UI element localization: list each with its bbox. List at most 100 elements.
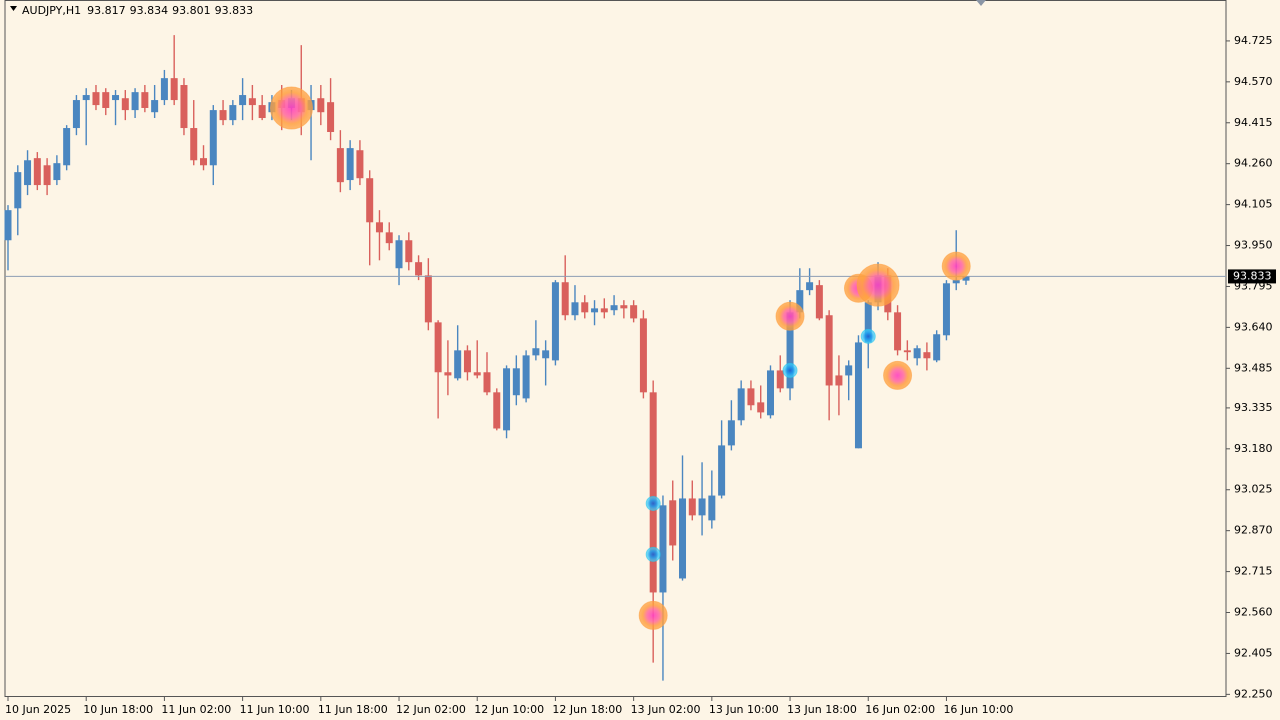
candle-body (112, 95, 120, 101)
y-tick-label: 93.335 (1234, 401, 1273, 414)
candle-body (532, 348, 540, 356)
candle-body (854, 342, 862, 449)
candle-body (503, 368, 511, 431)
signal-marker (941, 251, 971, 281)
candle-body (92, 92, 100, 106)
low-price: 93.801 (172, 4, 211, 17)
candle-body (551, 282, 559, 361)
signal-marker (775, 301, 805, 331)
menu-triangle[interactable] (10, 6, 17, 11)
candle-body (747, 388, 755, 406)
candle-body (610, 305, 618, 311)
signal-marker (883, 360, 913, 390)
candle-body (4, 210, 12, 241)
y-tick-label: 92.870 (1234, 524, 1273, 537)
y-tick-label: 92.250 (1234, 687, 1273, 700)
candle-body (776, 370, 784, 389)
signal-marker (638, 600, 668, 630)
x-tick-label: 13 Jun 10:00 (709, 703, 779, 716)
y-tick-label: 93.485 (1234, 361, 1273, 374)
signal-marker (856, 263, 900, 307)
candle-body (581, 302, 589, 313)
signal-marker (860, 328, 876, 344)
candle-body (43, 165, 51, 186)
candle-body (708, 495, 716, 521)
candle-body (649, 392, 657, 593)
candle-body (258, 105, 266, 119)
candle-body (219, 110, 227, 121)
candle-body (952, 280, 960, 284)
candle-body (864, 302, 872, 343)
x-tick-label: 16 Jun 02:00 (865, 703, 935, 716)
current-price-box (1228, 269, 1276, 284)
candle-body (757, 402, 765, 413)
candle-body (366, 178, 374, 223)
x-tick-label: 10 Jun 18:00 (83, 703, 153, 716)
candle-body (620, 305, 628, 309)
candle-body (688, 498, 696, 516)
candle-body (600, 308, 608, 313)
candle-body (913, 348, 921, 359)
x-tick-label: 10 Jun 2025 (5, 703, 71, 716)
candle-body (806, 282, 814, 291)
y-tick-label: 93.950 (1234, 239, 1273, 252)
candle-body (825, 315, 833, 386)
y-tick-label: 92.405 (1234, 646, 1273, 659)
candle-body (718, 445, 726, 496)
x-tick-label: 12 Jun 18:00 (552, 703, 622, 716)
y-tick-label: 92.715 (1234, 565, 1273, 578)
open-price: 93.817 (87, 4, 126, 17)
candle-body (962, 276, 970, 281)
candle-body (630, 305, 638, 319)
candle-body (141, 92, 149, 108)
candle-body (796, 290, 804, 313)
candle-body (444, 372, 452, 376)
candle-body (454, 350, 462, 379)
candle-body (14, 172, 22, 209)
candle-body (512, 368, 520, 396)
close-price: 93.833 (215, 4, 254, 17)
candle-body (239, 95, 247, 106)
candle-body (845, 365, 853, 376)
candle-body (170, 78, 178, 101)
candle-body (405, 240, 413, 263)
candle-body (903, 350, 911, 353)
candle-body (53, 163, 61, 181)
candle-body (24, 160, 32, 186)
candle-body (571, 302, 579, 316)
candle-body (209, 110, 217, 166)
signal-marker (645, 546, 661, 562)
candle-body (33, 158, 41, 186)
signal-marker (782, 362, 798, 378)
y-tick-label: 94.725 (1234, 34, 1273, 47)
candle-body (82, 95, 90, 101)
y-tick-label: 93.180 (1234, 442, 1273, 455)
x-tick-label: 12 Jun 10:00 (474, 703, 544, 716)
x-tick-label: 13 Jun 02:00 (631, 703, 701, 716)
y-tick-label: 94.570 (1234, 75, 1273, 88)
candle-body (493, 392, 501, 429)
candle-body (180, 85, 188, 129)
candle-body (727, 420, 735, 446)
candle-body (669, 500, 677, 546)
candle-body (356, 150, 364, 179)
candle-body (786, 312, 794, 389)
candle-body (229, 105, 237, 121)
candle-body (72, 100, 80, 129)
y-tick-label: 93.025 (1234, 483, 1273, 496)
plot-frame (4, 0, 1227, 697)
candle-body (317, 98, 325, 113)
candle-body (542, 350, 550, 359)
candle-body (63, 128, 71, 166)
candle-body (336, 148, 344, 183)
y-tick-label: 92.560 (1234, 606, 1273, 619)
candle-body (522, 355, 530, 399)
candle-body (933, 334, 941, 361)
signal-marker (645, 495, 661, 511)
candle-body (346, 148, 354, 181)
candle-body (835, 375, 843, 386)
candle-body (434, 322, 442, 373)
candle-body (415, 262, 423, 276)
